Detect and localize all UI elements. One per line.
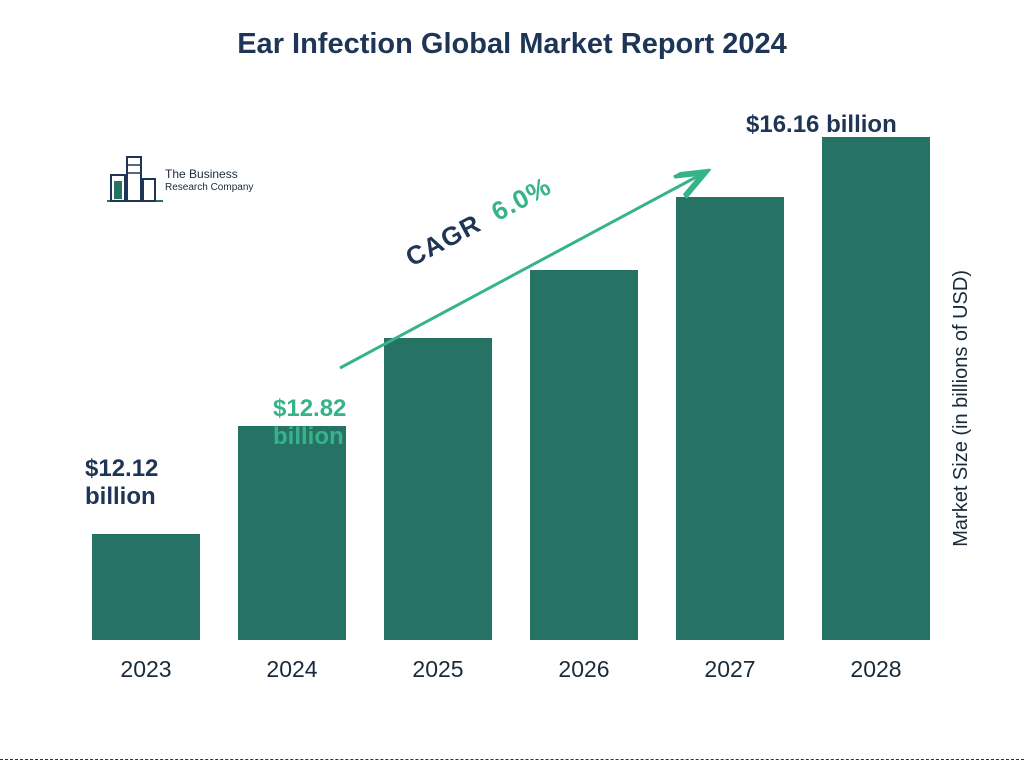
xlabel-2026: 2026 (530, 656, 638, 683)
y-axis-label: Market Size (in billions of USD) (950, 270, 973, 547)
value-label-2024-amount: $12.82 (273, 395, 346, 422)
xlabel-2028: 2028 (822, 656, 930, 683)
x-axis-labels: 2023 2024 2025 2026 2027 2028 (85, 650, 940, 690)
value-label-2023-unit: billion (85, 483, 156, 510)
value-label-2024: $12.82 billion (273, 395, 346, 450)
xlabel-2025: 2025 (384, 656, 492, 683)
value-label-2023-amount: $12.12 (85, 455, 158, 482)
chart-container: Ear Infection Global Market Report 2024 … (0, 0, 1024, 768)
bar-2028 (822, 137, 930, 640)
value-label-2028-text: $16.16 billion (746, 111, 897, 138)
xlabel-2023: 2023 (92, 656, 200, 683)
bottom-divider (0, 759, 1024, 760)
bar-2026 (530, 270, 638, 640)
bar-2023 (92, 534, 200, 640)
bar-2027 (676, 197, 784, 640)
bar-2025 (384, 338, 492, 640)
value-label-2023: $12.12 billion (85, 455, 158, 510)
bar-2024 (238, 426, 346, 640)
xlabel-2024: 2024 (238, 656, 346, 683)
value-label-2028: $16.16 billion (746, 111, 897, 139)
value-label-2024-unit: billion (273, 423, 344, 450)
xlabel-2027: 2027 (676, 656, 784, 683)
chart-title: Ear Infection Global Market Report 2024 (0, 28, 1024, 61)
